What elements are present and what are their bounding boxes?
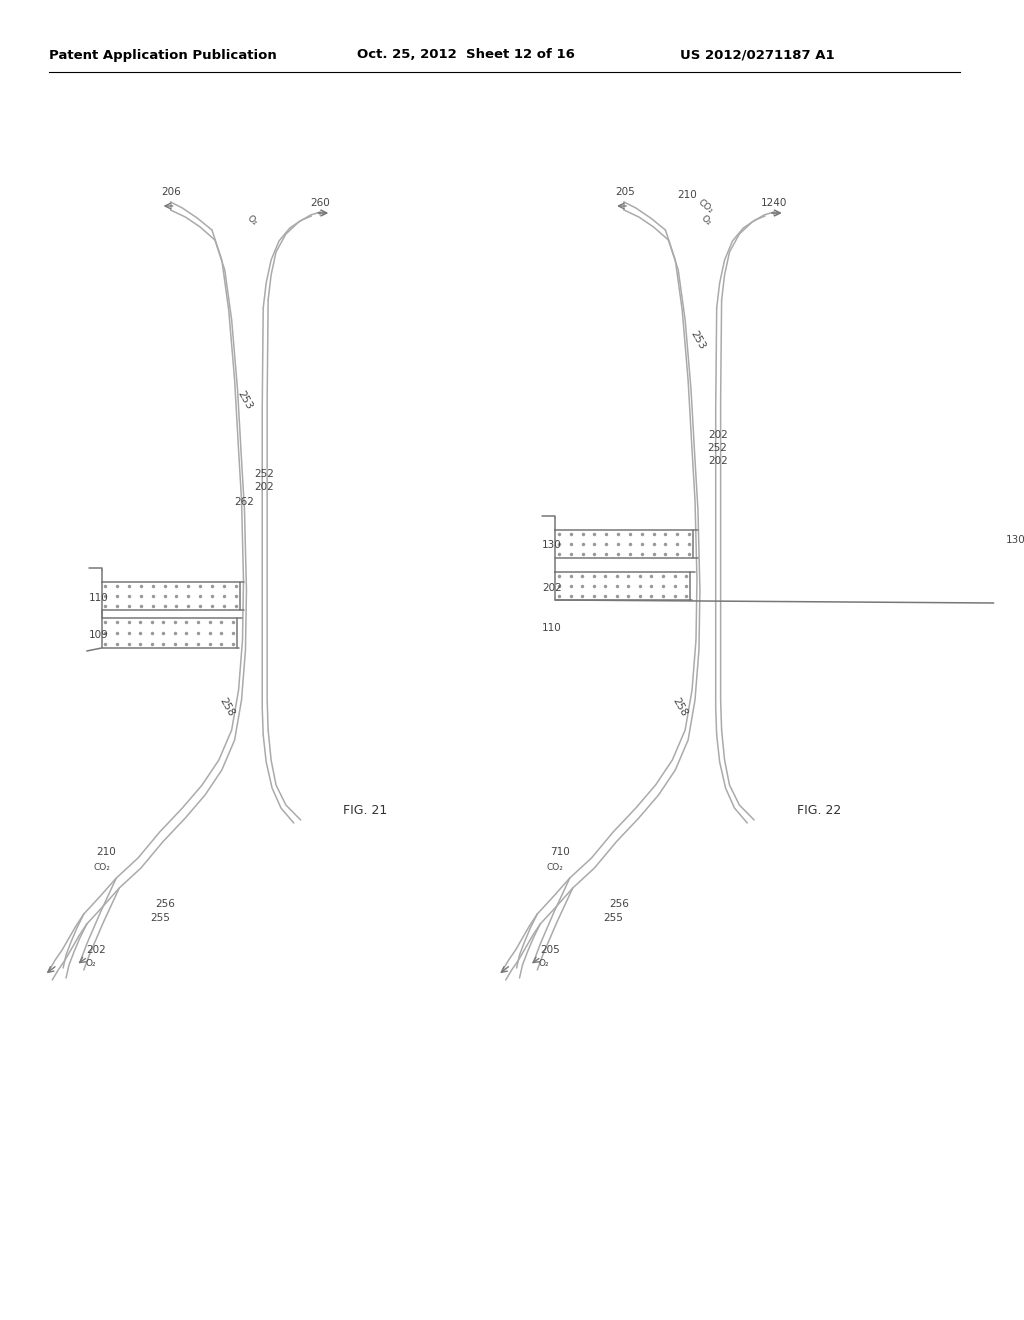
Text: 130: 130 [542,540,562,550]
Text: Oct. 25, 2012  Sheet 12 of 16: Oct. 25, 2012 Sheet 12 of 16 [357,49,574,62]
Text: O₂: O₂ [85,958,96,968]
Text: 202: 202 [542,583,562,593]
Text: 255: 255 [150,913,170,923]
Text: 210: 210 [677,190,697,201]
Text: CO₂: CO₂ [547,862,563,871]
Text: 1240: 1240 [761,198,787,209]
Text: Patent Application Publication: Patent Application Publication [49,49,278,62]
Text: O₂: O₂ [246,213,259,227]
Text: 252: 252 [708,444,728,453]
Text: CO₂: CO₂ [696,198,715,216]
Text: 258: 258 [217,696,237,718]
Text: 202: 202 [87,945,106,954]
Text: 253: 253 [236,389,254,411]
Text: 109: 109 [89,630,109,640]
Text: 205: 205 [615,187,635,197]
Text: 202: 202 [708,430,727,440]
Text: 262: 262 [234,498,254,507]
Text: 256: 256 [156,899,175,909]
Text: 210: 210 [96,847,117,857]
Text: 202: 202 [254,482,274,492]
Text: O₂: O₂ [539,958,550,968]
Text: 258: 258 [671,696,689,718]
Text: FIG. 22: FIG. 22 [797,804,841,817]
Text: 110: 110 [89,593,109,603]
Text: 260: 260 [310,198,331,209]
Text: 255: 255 [603,913,624,923]
Text: O₂: O₂ [699,213,713,227]
Text: 256: 256 [609,899,629,909]
Text: 130: 130 [1006,535,1024,545]
Text: CO₂: CO₂ [93,862,110,871]
Text: FIG. 21: FIG. 21 [343,804,387,817]
Text: US 2012/0271187 A1: US 2012/0271187 A1 [680,49,835,62]
Text: 202: 202 [708,455,727,466]
Text: 252: 252 [254,469,274,479]
Text: 110: 110 [542,623,562,634]
Text: 206: 206 [162,187,181,197]
Text: 710: 710 [550,847,569,857]
Text: 205: 205 [541,945,560,954]
Text: 253: 253 [689,329,708,351]
